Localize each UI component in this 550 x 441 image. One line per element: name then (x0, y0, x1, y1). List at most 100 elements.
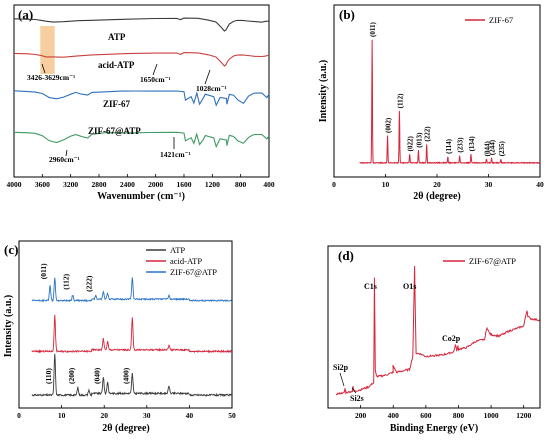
panel-d-x-tick-label-400: 400 (388, 411, 400, 420)
panel-d-label: (d) (338, 248, 354, 263)
peak-label-zif-67-atp-011: (011) (39, 263, 48, 279)
panel-d: (d) 200 400 600 800 1000 1200 Binding Energy … (327, 245, 541, 434)
panel-d-x-ticks: 200 400 600 800 1000 1200 (355, 405, 531, 420)
panel-b-x-tick-label-30: 30 (485, 180, 493, 189)
panel-b-x-tick-label-10: 10 (382, 180, 390, 189)
panel-d-frame (327, 245, 541, 409)
peak-label-co2p: Co2p (442, 334, 461, 343)
annotation-arrow-1 (41, 63, 46, 74)
panel-b-label: (b) (339, 7, 355, 22)
panel-d-series (336, 265, 540, 396)
annotation-arrow-2 (152, 63, 158, 76)
legend-atp: ATP (108, 32, 126, 42)
peak-label-112: (112) (396, 93, 404, 108)
panel-c-legend-zif67-atp: ZIF-67@ATP (170, 267, 217, 277)
panel-a-series (13, 17, 270, 149)
peak-label-si2s: Si2s (350, 394, 364, 403)
peak-label-114: (114) (445, 138, 453, 153)
panel-c: (c) (110) (200) (040) (400)(011)(112) (222) … (3, 240, 236, 434)
peak-arrow-si2s (351, 387, 357, 394)
peak-label-c1s: C1s (364, 282, 377, 291)
panel-a-x-tick-label-1600: 1600 (177, 180, 192, 189)
peak-label-atp-400: (400) (121, 367, 130, 384)
annotation-1028: 1028cm⁻¹ (196, 84, 227, 93)
series-zif-67-ftir (13, 90, 270, 107)
panel-b-frame (333, 4, 541, 178)
annotation-arrow-3 (204, 69, 211, 85)
panel-a-xlabel: Wavenumber (cm⁻¹) (97, 191, 185, 202)
panel-a-x-tick-label-2000: 2000 (148, 180, 163, 189)
panel-c-label: (c) (4, 242, 18, 257)
peak-label-235: (235) (498, 140, 506, 156)
legend-acid-atp: acid-ATP (98, 60, 135, 70)
panel-a-x-ticks: 4000 3600 3200 2800 2400 2000 1600 1200 800 400 (7, 174, 275, 189)
peak-label-244: (244) (489, 139, 497, 155)
panel-a-x-tick-label-400: 400 (263, 180, 275, 189)
series-zif-67-xrd (359, 39, 541, 165)
peak-label-si2p: Si2p (333, 363, 349, 372)
panel-b-x-tick-label-0: 0 (332, 180, 336, 189)
series-acid-atp-xrd (31, 314, 232, 354)
series-zif-67-atp-ftir (13, 131, 270, 149)
panel-c-x-tick-label-40: 40 (186, 411, 194, 420)
peak-label-011: (011) (369, 22, 377, 37)
panel-c-x-ticks: 0 10 20 30 40 50 (17, 405, 236, 420)
peak-label-atp-110: (110) (44, 368, 53, 384)
annotation-1421: 1421cm⁻¹ (160, 150, 191, 159)
panel-b: (b) (011)(002)(112)(022) (013) (222)(114)(… (318, 4, 544, 202)
peak-label-zif-67-atp-112: (112) (62, 273, 71, 289)
panel-c-legend-atp: ATP (170, 245, 185, 255)
panel-c-x-tick-label-20: 20 (100, 411, 108, 420)
panel-b-x-tick-label-40: 40 (536, 180, 544, 189)
peak-label-013: (013) (415, 132, 423, 148)
annotation-1650: 1650cm⁻¹ (140, 75, 171, 84)
panel-c-x-tick-label-30: 30 (143, 411, 151, 420)
panel-a-label: (a) (18, 7, 33, 22)
panel-d-legend-zif67-atp: ZIF-67@ATP (469, 256, 516, 266)
legend-zif67-atp: ZIF-67@ATP (88, 126, 141, 136)
panel-a: (a) 4000 3600 3200 2800 2400 2000 1600 1200 800 4… (7, 4, 275, 202)
peak-label-134: (134) (468, 136, 476, 152)
peak-label-222: (222) (424, 126, 432, 142)
peak-arrow-si2p (339, 372, 345, 387)
panel-b-ylabel: Intensity (a.u.) (318, 60, 329, 123)
panel-d-x-tick-label-600: 600 (420, 411, 432, 420)
panel-b-legend-zif67: ZIF-67 (489, 15, 513, 25)
panel-a-x-tick-label-800: 800 (235, 180, 247, 189)
panel-d-x-tick-label-800: 800 (453, 411, 465, 420)
panel-a-x-tick-label-3600: 3600 (35, 180, 50, 189)
panel-c-xlabel: 2θ (degree) (102, 423, 150, 434)
peak-label-atp-040: (040) (92, 367, 101, 384)
panel-c-frame (18, 240, 233, 409)
annotation-2960: 2960cm⁻¹ (49, 155, 80, 164)
panel-b-xlabel: 2θ (degree) (413, 191, 461, 202)
panel-c-legend-acid-atp: acid-ATP (170, 256, 202, 266)
peak-label-233: (233) (457, 137, 465, 153)
panel-c-x-tick-label-50: 50 (228, 411, 236, 420)
peak-label-044: (044) (483, 140, 491, 156)
panel-d-xlabel: Binding Energy (eV) (390, 423, 478, 434)
peak-label-zif-67-atp-222: (222) (85, 275, 94, 292)
panel-a-x-tick-label-1200: 1200 (205, 180, 220, 189)
panel-c-ylabel: Intensity (a.u.) (3, 295, 14, 358)
panel-b-x-tick-label-20: 20 (433, 180, 441, 189)
series-acid-atp-ftir (13, 52, 270, 67)
panel-d-x-tick-label-200: 200 (355, 411, 367, 420)
annotation-3426-3629: 3426-3629cm⁻¹ (27, 73, 75, 82)
panel-b-peak-labels: (011) (002) (112) (022) (013) (222) (114) (233)… (369, 22, 506, 157)
panel-a-x-tick-label-4000: 4000 (7, 180, 22, 189)
panel-d-x-tick-label-1200: 1200 (516, 411, 531, 420)
panel-c-x-tick-label-0: 0 (17, 411, 21, 420)
legend-zif67: ZIF-67 (103, 99, 131, 109)
peak-label-o1s: O1s (403, 282, 416, 291)
panel-d-x-tick-label-1000: 1000 (484, 411, 499, 420)
panel-b-x-ticks: 0 10 20 30 40 (332, 174, 544, 189)
peak-label-002: (002) (385, 117, 393, 133)
annotation-arrow-4 (65, 149, 68, 157)
series-zif-67-atp-xps (336, 265, 540, 396)
panel-a-x-tick-label-3200: 3200 (63, 180, 78, 189)
series-zif-67-atp-xrd (31, 277, 232, 303)
series-atp-ftir (13, 17, 270, 32)
panel-a-x-tick-label-2400: 2400 (120, 180, 135, 189)
